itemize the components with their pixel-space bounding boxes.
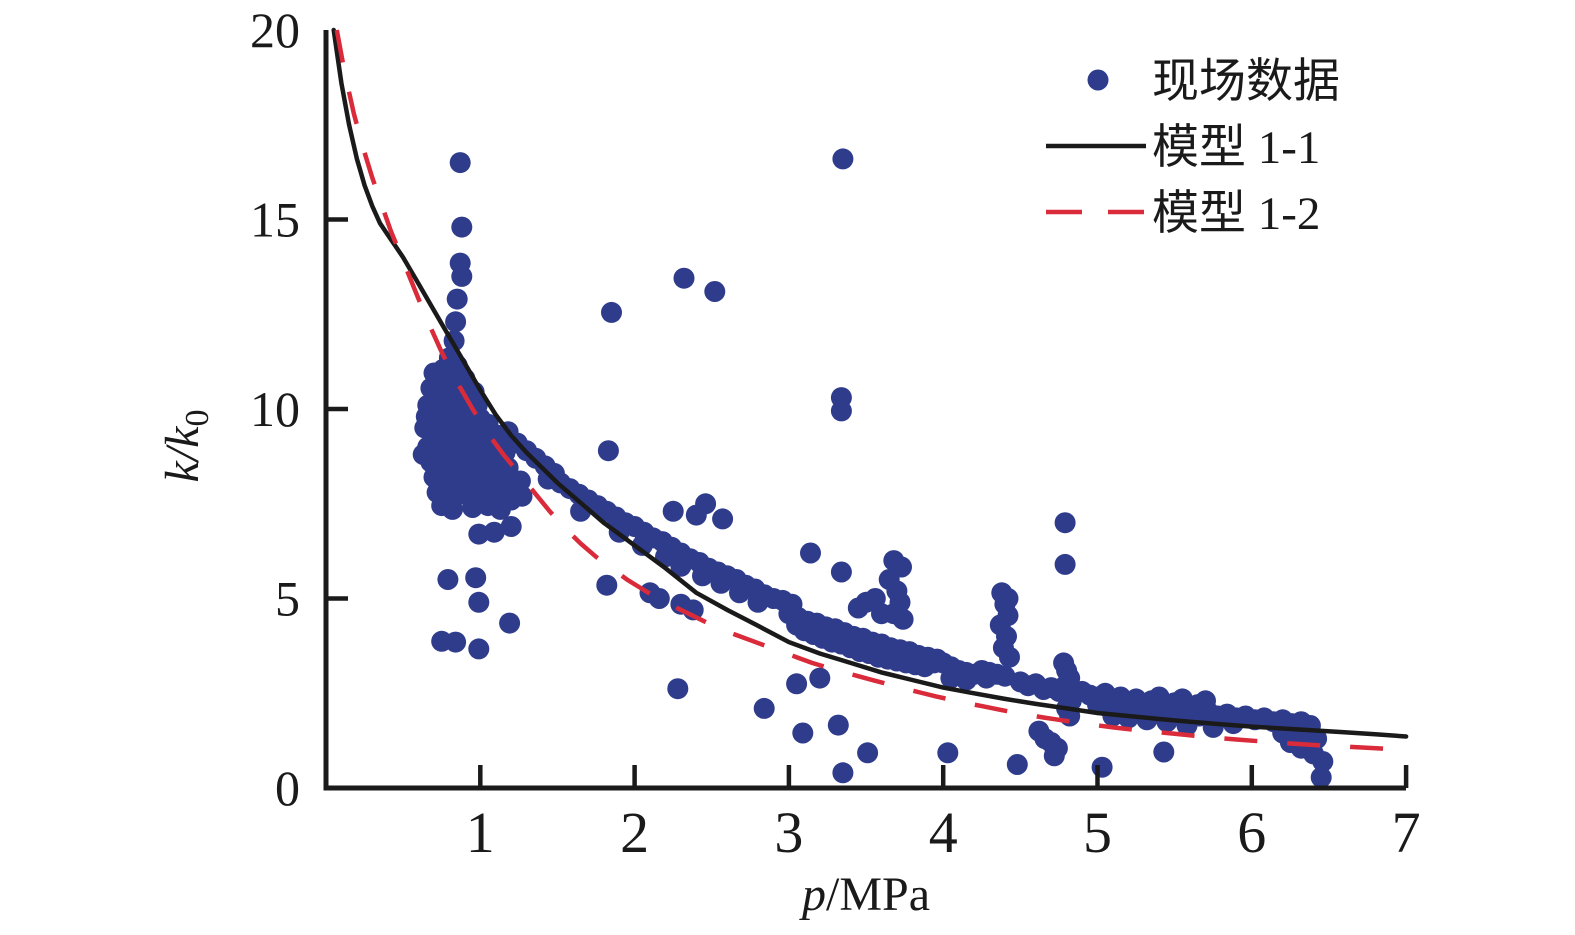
data-point	[786, 673, 808, 695]
data-point	[830, 561, 852, 583]
legend-label-field-data: 现场数据	[1152, 56, 1340, 108]
data-point	[847, 597, 869, 619]
data-point	[673, 267, 695, 289]
data-point	[468, 591, 490, 613]
data-point	[597, 440, 619, 462]
data-point	[483, 521, 505, 543]
data-point	[747, 591, 769, 613]
y-axis-title: k/k0	[156, 410, 216, 483]
data-point	[1202, 716, 1224, 738]
data-point	[871, 603, 892, 625]
data-point	[601, 301, 622, 323]
data-point	[670, 555, 692, 577]
data-point	[648, 588, 670, 609]
data-point	[809, 667, 831, 689]
data-point	[445, 631, 467, 653]
data-point	[446, 288, 468, 310]
x-axis-title: p/MPa	[799, 868, 930, 921]
data-point	[451, 265, 473, 287]
data-point	[892, 608, 914, 630]
y-tick-label: 10	[250, 381, 300, 437]
data-point	[753, 697, 775, 719]
data-point	[832, 148, 854, 170]
data-point	[509, 470, 531, 492]
data-point	[1054, 512, 1076, 534]
data-point	[511, 485, 533, 507]
legend: 现场数据 模型 1-1 模型 1-2	[1046, 56, 1340, 240]
data-point	[662, 500, 684, 522]
data-point	[489, 498, 511, 520]
legend-label-model-1-2: 模型 1-2	[1152, 188, 1320, 240]
data-point	[631, 534, 653, 556]
x-tick-label: 5	[1083, 800, 1112, 865]
data-point	[955, 669, 977, 691]
scatter-points-layer	[412, 148, 1334, 788]
data-point	[451, 216, 473, 238]
data-point	[830, 400, 852, 422]
data-point	[712, 508, 734, 530]
data-point	[414, 417, 436, 439]
legend-label-model-1-1: 模型 1-1	[1152, 122, 1320, 174]
data-point	[704, 281, 726, 302]
y-tick-label: 5	[275, 571, 300, 627]
data-point	[468, 523, 490, 545]
x-tick-label: 2	[620, 800, 649, 865]
data-point	[1006, 754, 1028, 775]
data-point	[445, 311, 467, 333]
data-point	[999, 646, 1020, 668]
data-point	[1310, 766, 1332, 788]
data-point	[695, 493, 717, 515]
data-point	[1091, 756, 1113, 778]
data-point	[499, 612, 521, 634]
y-axis-ticks: 0 5 10 15 20	[250, 2, 348, 816]
data-point	[792, 722, 814, 744]
data-point	[940, 667, 962, 689]
x-axis-ticks: 1 2 3 4 5 6 7	[466, 765, 1421, 865]
data-point	[1125, 688, 1147, 710]
data-point	[596, 574, 618, 596]
x-tick-label: 7	[1392, 800, 1421, 865]
data-point	[832, 762, 854, 784]
scatter-marker-icon	[1087, 69, 1109, 91]
data-point	[468, 638, 490, 660]
y-tick-label: 15	[250, 192, 300, 248]
data-point	[1148, 686, 1170, 708]
data-point	[1195, 690, 1216, 712]
data-point	[500, 516, 522, 537]
data-point	[729, 582, 750, 604]
data-point	[1094, 682, 1116, 704]
data-point	[937, 742, 959, 764]
data-point	[710, 572, 732, 594]
model-1-2-curve	[334, 29, 1407, 752]
y-tick-label: 0	[275, 760, 300, 816]
data-point	[1171, 688, 1193, 710]
data-point	[800, 542, 821, 564]
data-point	[1312, 751, 1334, 772]
data-point	[442, 498, 463, 520]
model-1-1-curve	[331, 27, 1409, 739]
data-point	[1153, 741, 1175, 763]
y-tick-label: 20	[250, 2, 300, 58]
data-point	[1043, 745, 1065, 767]
data-point	[667, 678, 689, 700]
x-tick-label: 1	[466, 800, 495, 865]
x-tick-label: 6	[1237, 800, 1266, 865]
data-point	[437, 569, 459, 590]
x-tick-label: 3	[774, 800, 803, 865]
data-point	[465, 567, 487, 589]
axis-spines	[323, 30, 1406, 791]
data-point	[827, 714, 849, 736]
data-point	[449, 152, 471, 174]
data-point	[462, 497, 484, 518]
data-point	[1054, 553, 1076, 575]
x-tick-label: 4	[929, 800, 958, 865]
data-point	[857, 742, 879, 764]
data-point	[692, 565, 713, 587]
